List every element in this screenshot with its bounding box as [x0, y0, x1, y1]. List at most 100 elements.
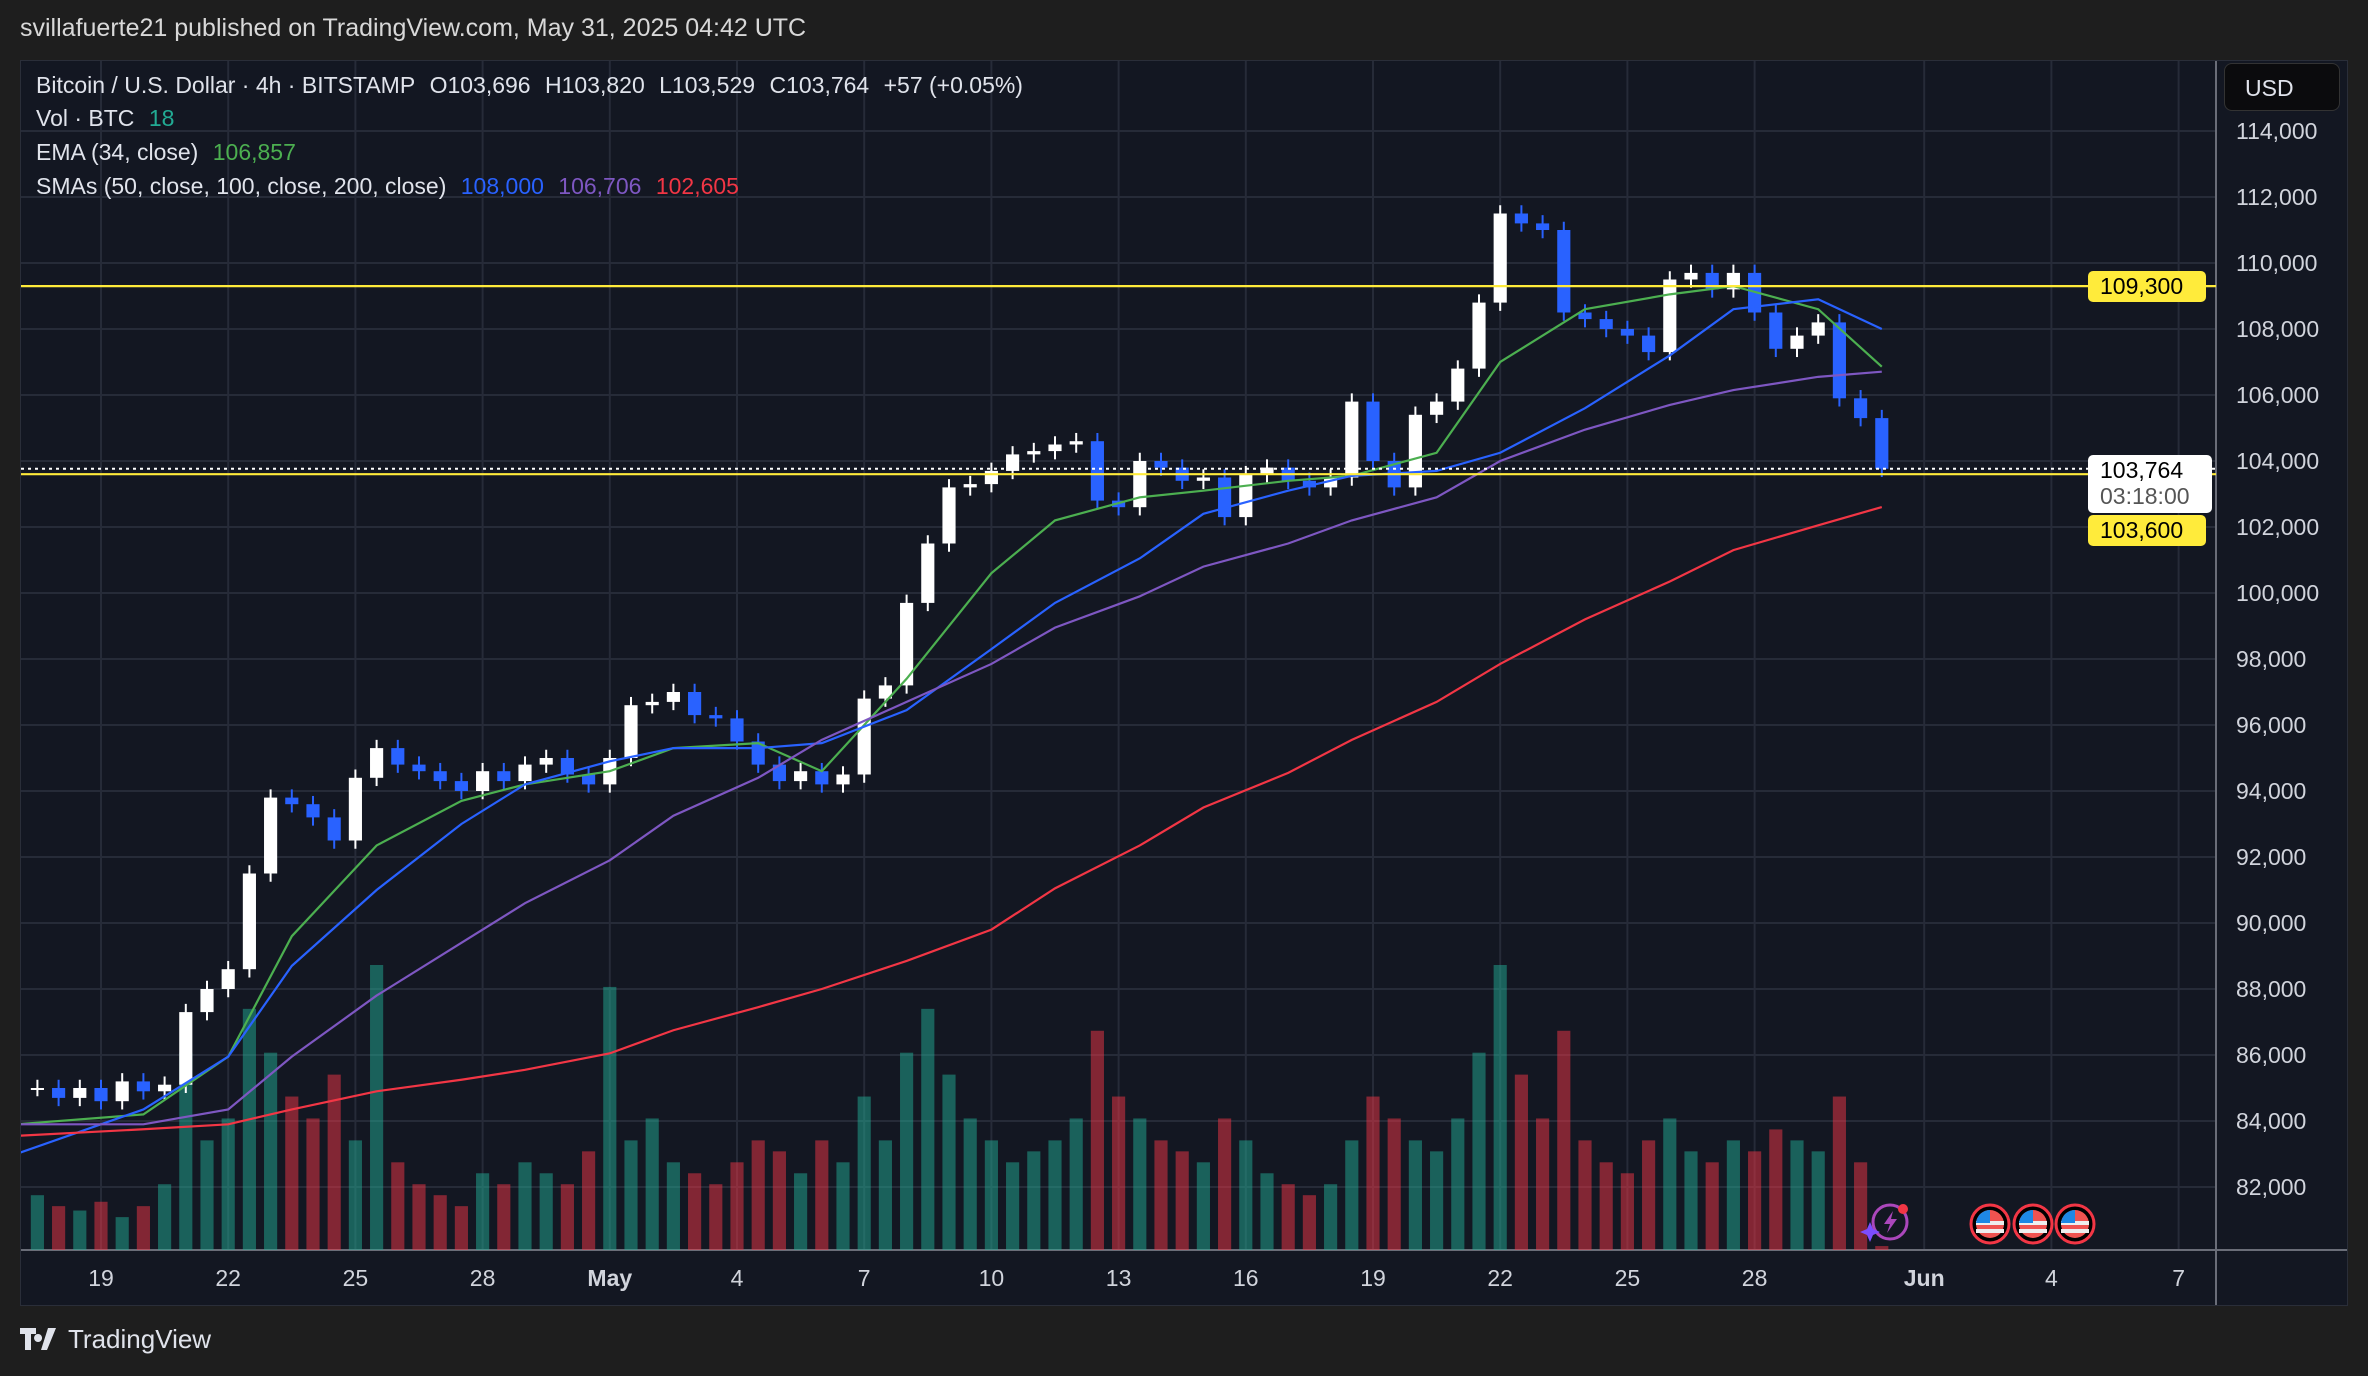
price-tick-label: 86,000	[2236, 1042, 2306, 1068]
volume-value: 18	[148, 105, 175, 131]
volume-bar	[836, 1162, 850, 1250]
volume-bar	[306, 1118, 320, 1250]
volume-bar	[1811, 1151, 1825, 1250]
ohlc-high: H103,820	[544, 72, 645, 98]
volume-bar	[1196, 1162, 1210, 1250]
moving-average-line-ema-34-close-	[21, 284, 1883, 1126]
price-tick-label: 100,000	[2236, 580, 2319, 606]
price-tick-label: 94,000	[2236, 778, 2306, 804]
currency-button[interactable]: USD	[2224, 63, 2340, 111]
price-change: +57 (+0.05%)	[883, 72, 1023, 98]
volume-bar	[94, 1201, 108, 1250]
volume-bar	[1832, 1096, 1846, 1250]
candle-body	[539, 758, 553, 765]
candle-body	[1578, 312, 1592, 320]
candle-body	[1324, 477, 1338, 488]
sma100-value: 106,706	[558, 173, 642, 199]
sma-label[interactable]: SMAs (50, close, 100, close, 200, close)	[36, 173, 447, 199]
ema-value: 106,857	[212, 139, 296, 165]
volume-bar	[1472, 1052, 1486, 1250]
chart-panel[interactable]	[20, 60, 2348, 1306]
volume-bar	[115, 1217, 129, 1250]
candle-body	[433, 771, 447, 782]
ohlc-open: O103,696	[429, 72, 531, 98]
us-flag-event-icon[interactable]	[1969, 1203, 2011, 1245]
volume-bar	[179, 1052, 193, 1250]
published-by-header: svillafuerte21 published on TradingView.…	[20, 14, 807, 42]
price-tick-label: 112,000	[2236, 184, 2317, 210]
volume-bar	[688, 1173, 702, 1250]
price-tick-label: 84,000	[2236, 1108, 2306, 1134]
tradingview-logo-icon	[20, 1327, 56, 1350]
symbol-title[interactable]: Bitcoin / U.S. Dollar · 4h · BITSTAMP	[36, 72, 416, 98]
volume-bar	[1408, 1140, 1422, 1250]
price-tick-label: 96,000	[2236, 712, 2306, 738]
ohlc-close: C103,764	[769, 72, 870, 98]
volume-bar	[327, 1074, 341, 1250]
price-tick-label: 90,000	[2236, 910, 2306, 936]
sma50-value: 108,000	[460, 173, 544, 199]
volume-bar	[751, 1140, 765, 1250]
candle-body	[518, 764, 532, 782]
volume-bar	[1006, 1162, 1020, 1250]
tradingview-brand[interactable]: TradingView	[20, 1324, 211, 1355]
volume-bar	[709, 1184, 723, 1250]
candle-body	[878, 685, 892, 699]
volume-bar	[285, 1096, 299, 1250]
volume-bar	[264, 1052, 278, 1250]
flag-stripe	[1976, 1229, 2004, 1233]
moving-average-line-sma-100	[21, 370, 1882, 1126]
lightning-event-icon[interactable]	[1860, 1203, 1909, 1242]
volume-bar	[1726, 1140, 1740, 1250]
candle-body	[1472, 302, 1486, 369]
us-flag-event-icon[interactable]	[2054, 1203, 2096, 1245]
volume-bar	[582, 1151, 596, 1250]
flag-canton	[2019, 1210, 2033, 1223]
price-tick-label: 104,000	[2236, 448, 2319, 474]
candle-body	[1239, 474, 1253, 518]
candle-body	[794, 771, 808, 782]
level-label-109300: 109,300	[2088, 271, 2206, 302]
ema-label[interactable]: EMA (34, close)	[36, 139, 199, 165]
candle-body	[984, 470, 998, 485]
volume-bar	[1663, 1118, 1677, 1250]
volume-bar	[518, 1162, 532, 1250]
candle-body	[221, 969, 235, 989]
us-flag-event-icon[interactable]	[2012, 1203, 2054, 1245]
volume-bar	[1536, 1118, 1550, 1250]
candle-body	[1366, 401, 1380, 461]
price-tick-label: 102,000	[2236, 514, 2319, 540]
volume-bar	[1366, 1096, 1380, 1250]
candle-body	[179, 1012, 193, 1085]
last-price-value: 103,764	[2100, 457, 2184, 483]
candle-body	[1557, 230, 1571, 313]
candle-body	[30, 1088, 44, 1090]
price-tick-label: 110,000	[2236, 250, 2317, 276]
candle-body	[348, 777, 362, 841]
level-label-103600: 103,600	[2088, 515, 2206, 546]
volume-bar	[1069, 1118, 1083, 1250]
volume-bar	[1620, 1173, 1634, 1250]
candle-body	[582, 774, 596, 785]
candle-body	[1663, 279, 1677, 353]
lightning-bolt	[1884, 1211, 1897, 1233]
candle-body	[1260, 467, 1274, 475]
candle-body	[624, 705, 638, 758]
volume-bar	[200, 1140, 214, 1250]
volume-bar	[1218, 1118, 1232, 1250]
volume-bar	[1875, 1246, 1889, 1250]
volume-bar	[476, 1173, 490, 1250]
moving-average-line-sma-50	[21, 298, 1883, 1154]
candle-body	[264, 797, 278, 874]
volume-bar	[900, 1052, 914, 1250]
date-tick-label: 25	[343, 1265, 369, 1291]
candle-body	[1090, 441, 1104, 501]
volume-bar	[497, 1184, 511, 1250]
candle-body	[1133, 461, 1147, 508]
sparkle	[1860, 1222, 1880, 1242]
volume-label[interactable]: Vol · BTC	[36, 105, 135, 131]
ema-legend: EMA (34, close) 106,857	[36, 139, 304, 166]
volume-bar	[645, 1118, 659, 1250]
date-tick-label: 19	[1360, 1265, 1386, 1291]
